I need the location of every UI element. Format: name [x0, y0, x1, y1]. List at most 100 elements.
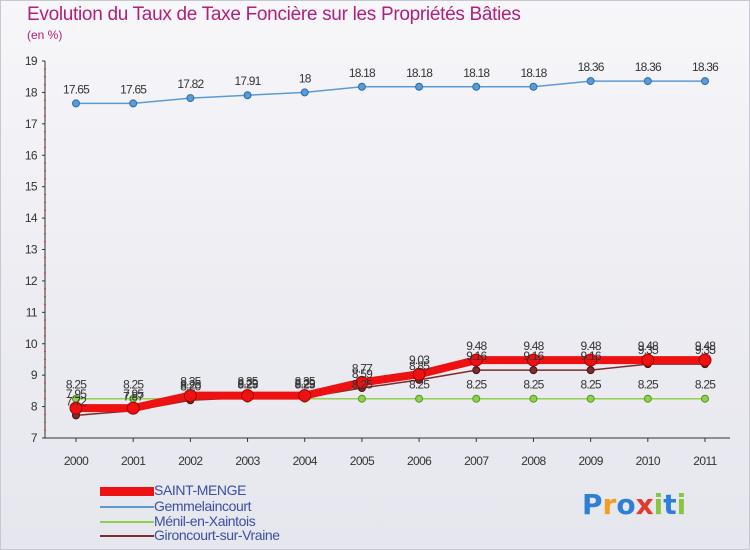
y-tick-label: 18	[25, 85, 38, 99]
x-tick-label: 2000	[64, 454, 89, 468]
y-tick-label: 9	[31, 368, 38, 382]
data-label-m-nil-en-xaintois: 8.25	[352, 378, 373, 392]
x-tick-label: 2003	[235, 454, 260, 468]
legend-label-saint-menge: SAINT-MENGE	[154, 482, 247, 498]
data-label-m-nil-en-xaintois: 8.25	[66, 378, 87, 392]
y-tick-label: 7	[31, 431, 38, 445]
data-label-m-nil-en-xaintois: 8.25	[409, 378, 430, 392]
y-tick-label: 16	[25, 148, 38, 162]
legend-swatch-m-nil-en-xaintois	[100, 521, 154, 523]
data-point-gemmelaincourt	[243, 91, 252, 100]
data-label-m-nil-en-xaintois: 8.25	[295, 378, 316, 392]
data-point-gironcourt-sur-vraine	[529, 366, 538, 375]
data-label-m-nil-en-xaintois: 8.25	[466, 378, 487, 392]
data-label-gironcourt-sur-vraine: 8.85	[409, 359, 430, 373]
legend-swatch-saint-menge	[100, 486, 154, 496]
legend-label-gironcourt-sur-vraine: Gironcourt-sur-Vraine	[154, 527, 280, 543]
data-label-saint-menge: 9.48	[466, 339, 487, 353]
data-label-saint-menge: 7.95	[66, 387, 87, 401]
data-label-m-nil-en-xaintois: 8.25	[237, 378, 258, 392]
data-point-gemmelaincourt	[472, 82, 481, 91]
data-point-m-nil-en-xaintois	[643, 394, 652, 403]
logo-letter: x	[635, 488, 654, 521]
x-tick-label: 2002	[178, 454, 203, 468]
data-label-gironcourt-sur-vraine: 9.16	[581, 349, 602, 363]
chart-title: Evolution du Taux de Taxe Foncière sur l…	[27, 4, 521, 25]
x-tick-label: 2006	[407, 454, 432, 468]
y-tick-label: 13	[25, 243, 38, 257]
data-label-saint-menge: 8.35	[237, 375, 258, 389]
data-label-gironcourt-sur-vraine: 9.35	[695, 343, 716, 357]
data-label-saint-menge: 8.35	[295, 375, 316, 389]
data-label-gironcourt-sur-vraine: 8.29	[295, 376, 316, 390]
data-label-gironcourt-sur-vraine: 8.59	[352, 367, 373, 381]
data-point-m-nil-en-xaintois	[415, 394, 424, 403]
data-label-saint-menge: 7.95	[123, 387, 144, 401]
y-tick-label: 11	[26, 305, 38, 319]
x-tick-label: 2008	[521, 454, 546, 468]
data-point-gemmelaincourt	[357, 82, 366, 91]
data-point-m-nil-en-xaintois	[701, 394, 709, 403]
data-label-gironcourt-sur-vraine: 7.87	[123, 390, 144, 404]
series-line-saint-menge	[76, 356, 705, 413]
data-label-m-nil-en-xaintois: 8.25	[123, 378, 144, 392]
data-label-gemmelaincourt: 18.18	[349, 66, 376, 80]
data-point-gemmelaincourt	[72, 99, 80, 108]
data-label-gironcourt-sur-vraine: 8.20	[180, 379, 201, 393]
data-point-m-nil-en-xaintois	[472, 394, 481, 403]
data-point-saint-menge	[526, 353, 540, 367]
data-point-gironcourt-sur-vraine	[472, 366, 481, 375]
y-tick-label: 12	[25, 274, 38, 288]
logo-letter: P	[582, 488, 603, 521]
data-point-saint-menge	[641, 353, 655, 367]
data-label-gemmelaincourt: 18.18	[463, 66, 490, 80]
data-label-saint-menge: 9.48	[523, 339, 544, 353]
data-point-saint-menge	[241, 389, 255, 403]
data-point-gemmelaincourt	[643, 77, 652, 86]
data-point-saint-menge	[298, 389, 312, 403]
series-line-gironcourt-sur-vraine	[75, 363, 705, 417]
data-label-gemmelaincourt: 17.65	[120, 82, 147, 96]
data-point-saint-menge	[469, 353, 483, 367]
data-point-saint-menge	[698, 353, 712, 367]
data-label-m-nil-en-xaintois: 8.25	[180, 378, 201, 392]
y-tick-label: 8	[31, 400, 38, 414]
data-point-saint-menge	[412, 367, 426, 381]
logo-letter: t	[663, 488, 677, 521]
data-label-gemmelaincourt: 18.36	[635, 60, 662, 74]
x-tick-label: 2007	[464, 454, 489, 468]
data-label-saint-menge: 8.35	[180, 375, 201, 389]
data-point-m-nil-en-xaintois	[586, 394, 595, 403]
x-tick-label: 2005	[350, 454, 375, 468]
series-line-gemmelaincourt	[76, 80, 705, 105]
x-tick-label: 2011	[693, 454, 717, 468]
data-point-gemmelaincourt	[129, 99, 138, 108]
data-point-gironcourt-sur-vraine	[586, 366, 595, 375]
data-point-gemmelaincourt	[186, 94, 195, 103]
data-point-gemmelaincourt	[701, 77, 709, 86]
data-label-saint-menge: 9.48	[581, 339, 602, 353]
data-label-saint-menge: 9.48	[695, 339, 716, 353]
data-label-gemmelaincourt: 18	[299, 71, 312, 85]
data-label-gemmelaincourt: 18.18	[520, 66, 547, 80]
legend-swatch-gironcourt-sur-vraine	[100, 535, 154, 537]
data-label-saint-menge: 9.48	[638, 339, 659, 353]
logo-letter: i	[653, 488, 664, 521]
data-label-gironcourt-sur-vraine: 9.35	[638, 343, 659, 357]
data-point-saint-menge	[183, 389, 197, 403]
x-tick-label: 2001	[121, 454, 146, 468]
data-point-gemmelaincourt	[529, 82, 538, 91]
unit-label: (en %)	[27, 28, 63, 42]
data-label-saint-menge: 9.03	[409, 353, 430, 367]
data-label-gemmelaincourt: 18.36	[692, 60, 719, 74]
data-point-saint-menge	[584, 353, 598, 367]
data-label-gemmelaincourt: 17.91	[235, 74, 262, 88]
logo-letter: i	[676, 488, 687, 521]
data-label-gemmelaincourt: 17.82	[177, 77, 204, 91]
data-label-gironcourt-sur-vraine: 7.72	[66, 394, 87, 408]
data-label-gemmelaincourt: 18.36	[578, 60, 605, 74]
data-label-gemmelaincourt: 18.18	[406, 66, 433, 80]
x-tick-label: 2009	[578, 454, 603, 468]
data-label-m-nil-en-xaintois: 8.25	[695, 378, 716, 392]
